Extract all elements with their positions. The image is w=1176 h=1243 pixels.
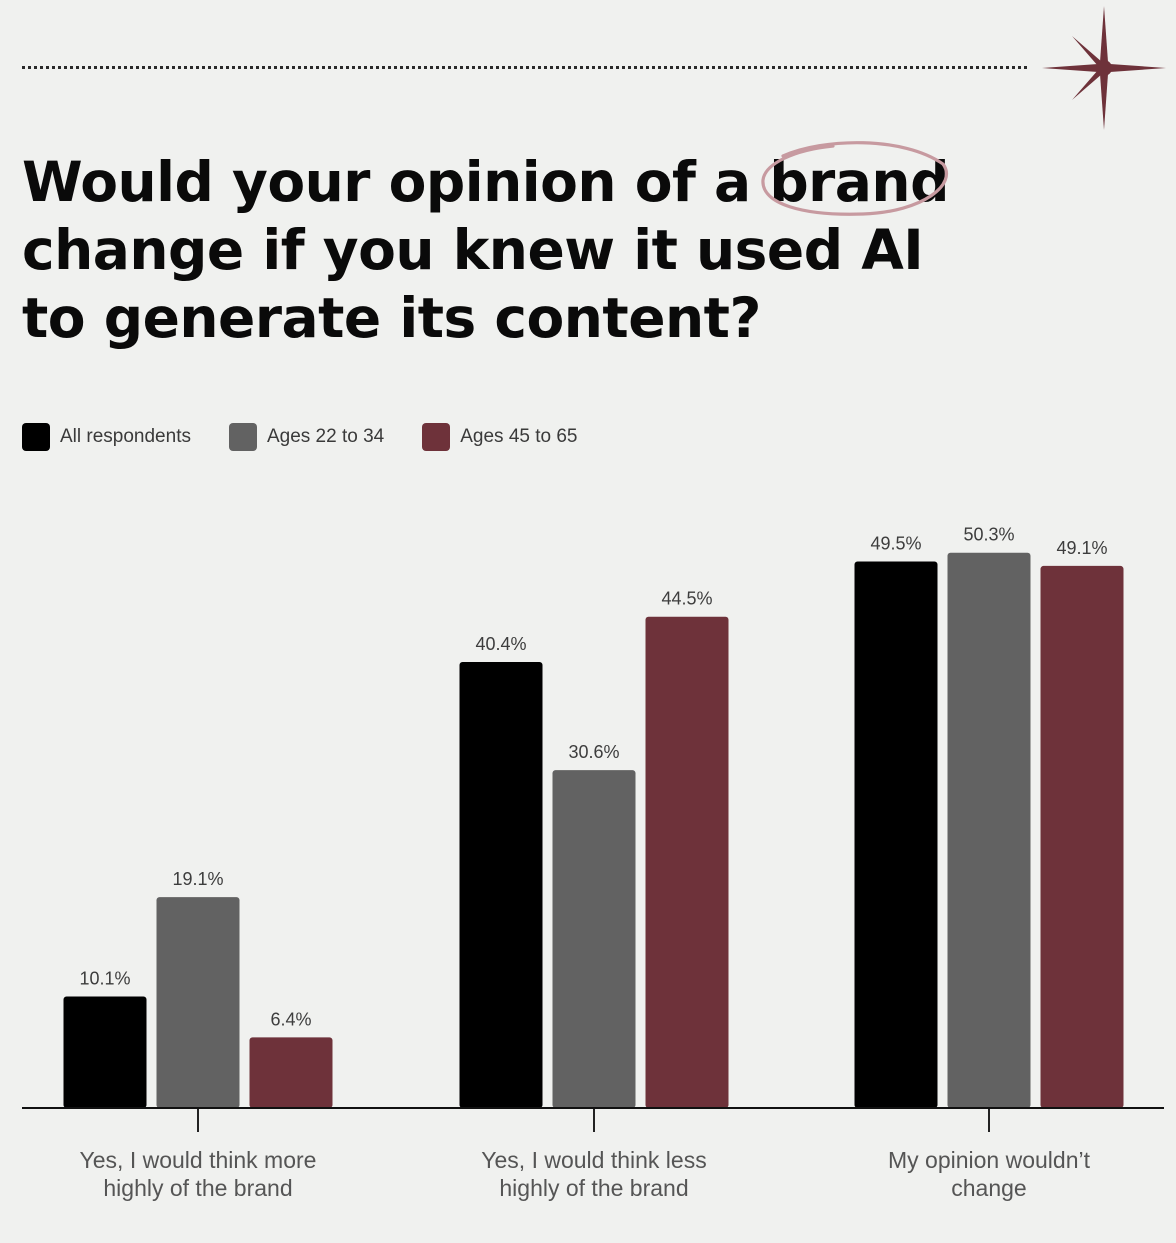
data-label: 44.5% (661, 589, 712, 609)
x-tick-label: highly of the brand (103, 1175, 292, 1201)
bar (645, 616, 729, 1108)
legend-label: All respondents (60, 426, 191, 447)
data-label: 49.1% (1056, 538, 1107, 558)
data-label: 49.5% (870, 534, 921, 554)
bar (854, 561, 938, 1108)
sparkle-star-icon (1042, 6, 1166, 130)
bar (552, 770, 636, 1108)
data-label: 10.1% (79, 968, 130, 988)
bar (1040, 565, 1124, 1108)
data-label: 40.4% (475, 634, 526, 654)
title-highlight-word: brand (769, 150, 949, 214)
data-label: 30.6% (568, 742, 619, 762)
data-label: 19.1% (172, 869, 223, 889)
x-tick-label: My opinion wouldn’t (888, 1147, 1091, 1173)
dotted-divider (22, 66, 1027, 69)
x-tick-label: Yes, I would think more (80, 1147, 317, 1173)
legend-item-all-respondents: All respondents (22, 423, 191, 451)
data-label: 6.4% (270, 1009, 311, 1029)
legend-item-ages-45-65: Ages 45 to 65 (422, 423, 578, 451)
data-label: 50.3% (963, 525, 1014, 545)
bar-chart: 10.1%19.1%6.4%Yes, I would think morehig… (22, 525, 1164, 1201)
legend-item-ages-22-34: Ages 22 to 34 (228, 423, 385, 451)
chart-legend: All respondents Ages 22 to 34 Ages 45 to… (22, 423, 616, 451)
title-text-before: Would your opinion of a (22, 150, 770, 214)
bar (249, 1037, 333, 1108)
bar (156, 897, 240, 1108)
title-highlight: brand (761, 141, 949, 216)
title-text-after: change if you knew it used AI to generat… (22, 218, 924, 350)
bar (63, 996, 147, 1108)
x-tick-label: change (951, 1175, 1026, 1201)
bar (947, 552, 1031, 1108)
legend-swatch (422, 423, 451, 451)
chart-title: Would your opinion of a brand change if … (22, 141, 982, 352)
legend-swatch (228, 423, 257, 451)
legend-label: Ages 45 to 65 (460, 426, 578, 447)
bar (459, 661, 543, 1108)
x-tick-label: Yes, I would think less (481, 1147, 706, 1173)
legend-label: Ages 22 to 34 (266, 426, 385, 447)
legend-swatch (22, 423, 50, 451)
x-tick-label: highly of the brand (499, 1175, 688, 1201)
